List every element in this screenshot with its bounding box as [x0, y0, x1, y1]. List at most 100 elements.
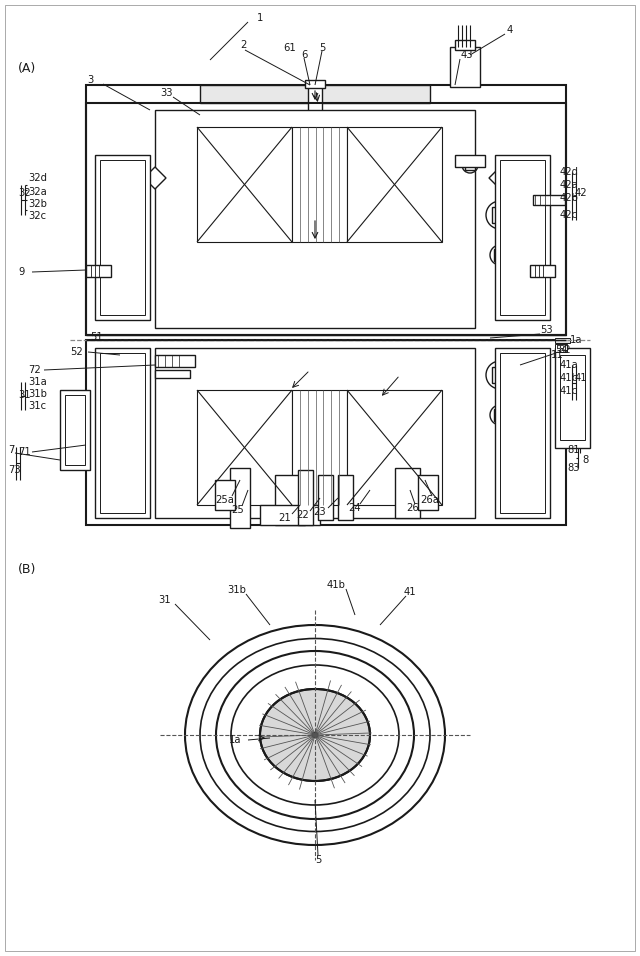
Bar [86, 340, 566, 525]
Text: 21: 21 [278, 513, 291, 523]
Bar [500, 160, 545, 315]
Text: 33: 33 [161, 88, 173, 98]
Bar [86, 265, 111, 277]
Text: 24: 24 [349, 503, 362, 513]
Bar [530, 265, 555, 277]
Text: 5: 5 [315, 855, 321, 865]
Text: 3: 3 [87, 75, 93, 85]
Text: 42a: 42a [560, 180, 579, 190]
Text: 71: 71 [18, 447, 31, 457]
Bar [86, 103, 566, 335]
Text: 26a: 26a [420, 495, 440, 505]
Bar [418, 475, 438, 510]
Bar [230, 468, 250, 528]
Circle shape [125, 245, 145, 265]
Bar [200, 85, 430, 103]
Text: 82: 82 [558, 345, 571, 355]
Bar [100, 353, 145, 513]
Bar [215, 480, 235, 510]
Bar [155, 370, 190, 378]
Bar [155, 348, 475, 518]
Bar [455, 40, 475, 50]
Bar [65, 395, 85, 465]
Text: 11: 11 [551, 350, 564, 360]
Bar [308, 85, 322, 120]
Text: 1: 1 [257, 13, 263, 23]
Text: 61: 61 [284, 43, 296, 53]
Text: 6: 6 [301, 50, 307, 60]
Bar [197, 127, 292, 242]
Bar [495, 155, 550, 320]
Text: 31b: 31b [228, 585, 246, 595]
Polygon shape [109, 434, 131, 456]
Polygon shape [489, 167, 511, 189]
Text: 9: 9 [18, 267, 24, 277]
Bar [555, 338, 570, 343]
Text: 1a: 1a [570, 335, 582, 345]
Text: 26: 26 [406, 503, 419, 513]
Circle shape [121, 361, 149, 389]
Bar [127, 366, 143, 383]
Bar [455, 155, 485, 167]
Circle shape [125, 405, 145, 425]
Text: 53: 53 [540, 325, 552, 335]
Text: 42d: 42d [560, 167, 579, 177]
Text: 42b: 42b [560, 193, 579, 203]
Circle shape [121, 201, 149, 229]
Text: 8: 8 [582, 455, 588, 465]
Bar [100, 160, 145, 315]
Text: 1a: 1a [228, 735, 241, 745]
Text: 25: 25 [232, 505, 244, 515]
Text: 41: 41 [404, 587, 416, 597]
Bar [555, 348, 590, 448]
Text: 25a: 25a [216, 495, 234, 505]
Text: 83: 83 [567, 463, 579, 473]
Polygon shape [499, 434, 521, 456]
Circle shape [486, 361, 514, 389]
Text: 72: 72 [28, 365, 41, 375]
Text: 41b: 41b [326, 580, 346, 590]
Bar [260, 505, 320, 525]
Circle shape [490, 405, 510, 425]
Text: 52: 52 [70, 347, 83, 357]
Text: 32: 32 [18, 188, 31, 198]
Bar [347, 127, 442, 242]
Text: 7: 7 [8, 445, 14, 455]
Text: 23: 23 [314, 507, 326, 517]
Bar [298, 470, 313, 525]
Circle shape [490, 245, 510, 265]
Bar [395, 468, 420, 518]
Text: 51: 51 [90, 332, 103, 342]
Text: 32a: 32a [28, 187, 47, 197]
Bar [60, 390, 90, 470]
Text: 31: 31 [18, 390, 31, 400]
Text: 81: 81 [567, 445, 580, 455]
Bar [492, 366, 508, 383]
Bar [95, 348, 150, 518]
Bar [292, 127, 347, 242]
Circle shape [312, 732, 318, 738]
Text: 31b: 31b [28, 389, 47, 399]
Text: 5: 5 [319, 43, 325, 53]
Text: (A): (A) [18, 61, 36, 75]
Bar [555, 344, 567, 352]
Text: 22: 22 [296, 510, 309, 520]
Bar [465, 161, 475, 170]
Bar [533, 195, 565, 205]
Bar [560, 355, 585, 440]
Text: 41a: 41a [560, 360, 579, 370]
Bar [500, 353, 545, 513]
Text: 2: 2 [240, 40, 246, 50]
Bar [305, 80, 325, 88]
Bar [275, 475, 305, 525]
Bar [318, 475, 333, 520]
Bar [129, 409, 141, 421]
Text: 41c: 41c [560, 386, 578, 396]
Bar [492, 206, 508, 224]
Bar [127, 206, 143, 224]
Bar [494, 409, 506, 421]
Text: 31c: 31c [28, 401, 46, 411]
Text: 32c: 32c [28, 211, 46, 221]
Circle shape [462, 157, 478, 173]
Bar [292, 390, 347, 505]
